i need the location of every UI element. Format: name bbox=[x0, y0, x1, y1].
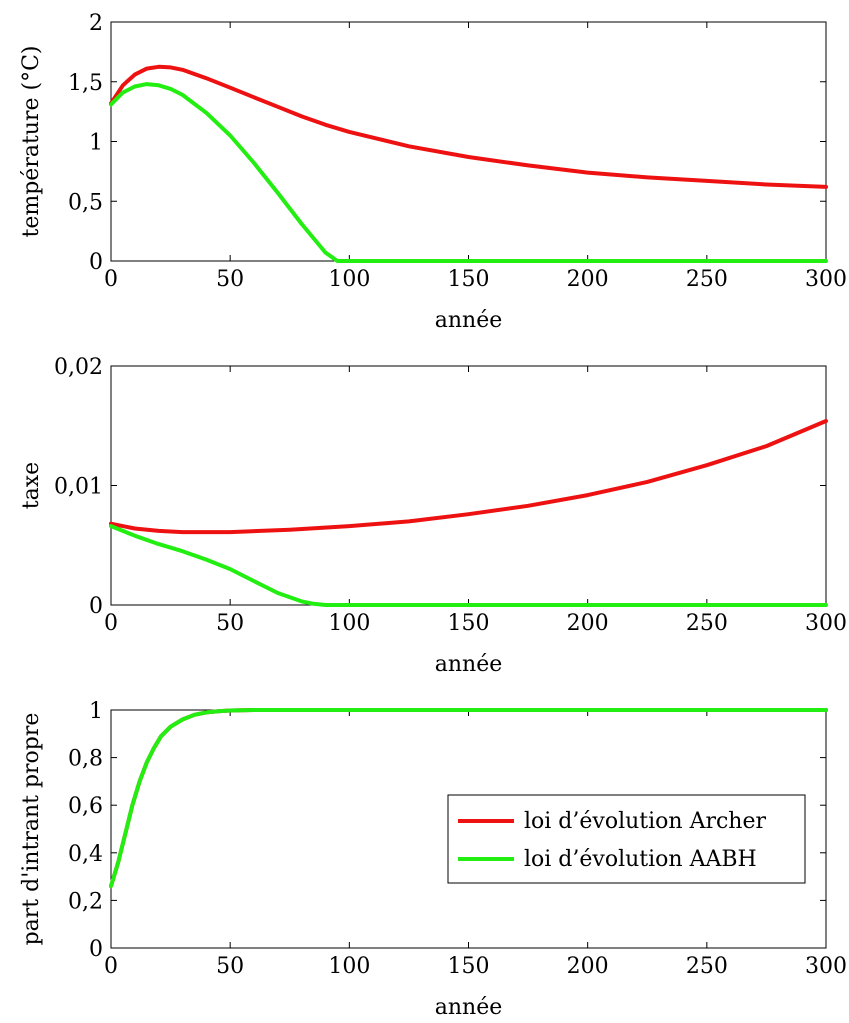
legend-label-1: loi d’évolution Archer bbox=[524, 809, 766, 834]
y-tick-label: 0,5 bbox=[68, 190, 103, 215]
y-tick-label: 0 bbox=[89, 937, 103, 962]
x-tick-label: 300 bbox=[805, 611, 847, 636]
x-tick-label: 250 bbox=[686, 954, 728, 979]
y-tick-label: 1 bbox=[89, 131, 103, 156]
legend: loi d’évolution Archer loi d’évolution AA… bbox=[447, 794, 806, 884]
chart-2: 0 50 100 150 200 250 300 0 0,01 0,02 année taxe bbox=[19, 355, 847, 677]
x-tick-label: 200 bbox=[567, 954, 609, 979]
x-axis-title: année bbox=[435, 995, 503, 1020]
legend-label-2: loi d’évolution AABH bbox=[524, 847, 757, 872]
x-tick-label: 150 bbox=[448, 267, 490, 292]
y-axis-title: température (°C) bbox=[19, 46, 44, 238]
y-tick-label: 2 bbox=[89, 11, 103, 36]
x-tick-label: 50 bbox=[216, 267, 244, 292]
series-line-2 bbox=[109, 524, 828, 607]
series-line-2 bbox=[109, 82, 828, 263]
x-tick-label: 150 bbox=[448, 954, 490, 979]
x-tick-label: 150 bbox=[448, 611, 490, 636]
x-tick-label: 0 bbox=[104, 611, 118, 636]
y-tick-label: 0,4 bbox=[68, 842, 103, 867]
y-axis-title: part d'intrant propre bbox=[19, 713, 44, 946]
x-tick-label: 0 bbox=[104, 267, 118, 292]
y-tick-label: 1 bbox=[89, 699, 103, 724]
x-axis-title: année bbox=[435, 652, 503, 677]
y-tick-label: 0,6 bbox=[68, 794, 103, 819]
x-tick-label: 100 bbox=[328, 954, 370, 979]
x-tick-label: 250 bbox=[686, 267, 728, 292]
x-tick-label: 100 bbox=[328, 611, 370, 636]
x-axis-title: année bbox=[435, 308, 503, 333]
y-tick-label: 0,2 bbox=[68, 889, 103, 914]
x-tick-label: 300 bbox=[805, 267, 847, 292]
y-tick-label: 1,5 bbox=[68, 71, 103, 96]
x-tick-label: 200 bbox=[567, 267, 609, 292]
x-tick-label: 200 bbox=[567, 611, 609, 636]
y-tick-label: 0,02 bbox=[54, 355, 103, 380]
chart-3: 0 50 100 150 200 250 300 0 0,2 0,4 0,6 0,8 1 année par… bbox=[19, 699, 847, 1020]
x-tick-label: 50 bbox=[216, 954, 244, 979]
y-axis-title: taxe bbox=[19, 462, 44, 509]
series-line-1 bbox=[109, 64, 828, 189]
y-tick-label: 0 bbox=[89, 250, 103, 275]
plot-frame bbox=[110, 21, 827, 262]
x-tick-label: 300 bbox=[805, 954, 847, 979]
plot-frame bbox=[110, 365, 827, 606]
x-tick-label: 100 bbox=[328, 267, 370, 292]
series-line-1 bbox=[109, 419, 828, 535]
y-tick-label: 0,8 bbox=[68, 747, 103, 772]
legend-box bbox=[447, 794, 806, 884]
y-tick-label: 0 bbox=[89, 594, 103, 619]
x-tick-label: 50 bbox=[216, 611, 244, 636]
series-line-2 bbox=[109, 708, 828, 889]
x-tick-label: 250 bbox=[686, 611, 728, 636]
y-tick-label: 0,01 bbox=[54, 475, 103, 500]
chart-1: 0 50 100 150 200 250 300 0 0,5 1 1,5 2 année températ… bbox=[19, 11, 847, 333]
x-tick-label: 0 bbox=[104, 954, 118, 979]
